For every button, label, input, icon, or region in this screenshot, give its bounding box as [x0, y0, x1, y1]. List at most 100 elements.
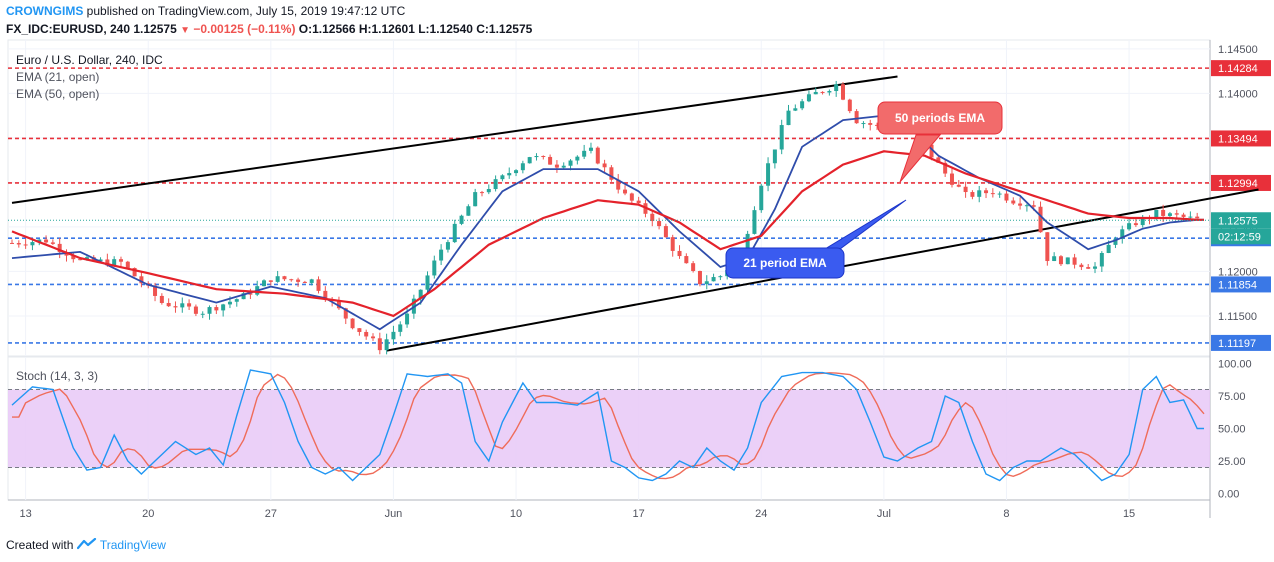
candle-body: [323, 290, 328, 300]
candle-body: [262, 280, 267, 287]
candle-body: [875, 124, 880, 126]
candle-body: [336, 300, 341, 309]
stoch-tick-label: 25.00: [1218, 456, 1246, 468]
candle-body: [1099, 253, 1104, 267]
candle-body: [868, 123, 873, 125]
level-label-bg: [1211, 130, 1271, 147]
candle-body: [302, 281, 307, 283]
level-label-bg: [1211, 60, 1271, 77]
ema21-callout-text: 21 period EMA: [743, 256, 827, 270]
tradingview-brand[interactable]: TradingView: [99, 538, 166, 552]
candle-body: [772, 149, 777, 164]
candle-body: [1072, 257, 1077, 265]
countdown-bg: [1211, 228, 1271, 245]
candle-body: [997, 193, 1002, 195]
candle-body: [159, 295, 164, 303]
candle-body: [125, 261, 130, 268]
candle-body: [949, 173, 954, 185]
candle-body: [1161, 209, 1166, 216]
candle-body: [595, 147, 600, 164]
candle-body: [697, 270, 702, 285]
ema50-legend: EMA (50, open): [16, 87, 99, 101]
price-change: −0.00125 (−0.11%): [193, 22, 296, 36]
countdown-label: 02:12:59: [1218, 231, 1261, 243]
candle-body: [1140, 217, 1145, 226]
candle-body: [71, 255, 76, 260]
level-label: 1.13494: [1218, 133, 1258, 145]
candle-body: [214, 307, 219, 311]
stoch-tick-label: 50.00: [1218, 424, 1246, 436]
candle-body: [187, 303, 192, 307]
candle-body: [1093, 266, 1098, 269]
candle-body: [425, 275, 430, 290]
candle-body: [1086, 267, 1091, 269]
candle-body: [432, 260, 437, 276]
candle-body: [820, 91, 825, 93]
candle-body: [629, 193, 634, 201]
stoch-tick-label: 75.00: [1218, 391, 1246, 403]
candle-body: [439, 249, 444, 261]
candle-body: [813, 91, 818, 95]
stoch-tick-label: 0.00: [1218, 489, 1239, 501]
candle-body: [1065, 257, 1070, 265]
level-label: 1.11854: [1218, 279, 1257, 291]
candle-body: [1011, 200, 1016, 204]
candle-body: [30, 242, 35, 246]
candle-body: [554, 164, 559, 168]
candle-body: [929, 144, 934, 158]
candle-body: [1038, 206, 1043, 233]
candle-body: [132, 267, 137, 277]
price-tick-label: 1.14000: [1218, 88, 1258, 100]
candle-body: [759, 185, 764, 211]
candle-body: [561, 165, 566, 168]
candle-body: [854, 111, 859, 124]
candle-body: [377, 338, 382, 351]
candle-body: [445, 242, 450, 250]
candle-body: [50, 242, 55, 244]
candle-body: [37, 239, 42, 243]
publish-info: CROWNGIMS published on TradingView.com, …: [6, 4, 405, 18]
candle-body: [963, 186, 968, 193]
candle-body: [507, 173, 512, 176]
level-label: 1.12994: [1218, 178, 1258, 190]
candle-body: [398, 324, 403, 332]
candle-body: [357, 328, 362, 332]
price-tick-label: 1.12000: [1218, 266, 1258, 278]
level-label-bg: [1211, 174, 1271, 191]
level-label-bg: [1211, 276, 1271, 293]
ema50-line: [11, 150, 1204, 318]
candle-body: [1127, 223, 1132, 230]
author-name[interactable]: CROWNGIMS: [6, 4, 84, 18]
candle-body: [493, 179, 498, 190]
candle-body: [541, 156, 546, 158]
candle-body: [23, 244, 28, 246]
candle-body: [1113, 238, 1118, 245]
candle-body: [670, 237, 675, 251]
candle-body: [84, 257, 89, 260]
stoch-band: [8, 389, 1210, 468]
candle-body: [568, 160, 573, 166]
candle-body: [98, 259, 103, 261]
ema50-callout-box: [877, 101, 1003, 135]
candle-body: [479, 192, 484, 194]
candle-body: [473, 192, 478, 207]
tradingview-logo-icon[interactable]: [76, 537, 100, 552]
symbol-label: FX_IDC:EURUSD, 240: [6, 22, 131, 36]
candle-body: [309, 279, 314, 283]
candle-body: [316, 279, 321, 291]
time-tick-label: 8: [1003, 508, 1009, 520]
candle-body: [684, 256, 689, 264]
candle-body: [800, 101, 805, 109]
candle-body: [834, 84, 839, 92]
candle-body: [1181, 214, 1186, 217]
candle-body: [1195, 216, 1200, 219]
candle-body: [391, 331, 396, 340]
candle-body: [452, 223, 457, 243]
candle-body: [1106, 244, 1111, 254]
candle-body: [16, 243, 21, 245]
candle-body: [548, 156, 553, 165]
candle-body: [1052, 256, 1057, 262]
candle-body: [840, 84, 845, 100]
down-triangle-icon: ▼: [180, 25, 191, 36]
